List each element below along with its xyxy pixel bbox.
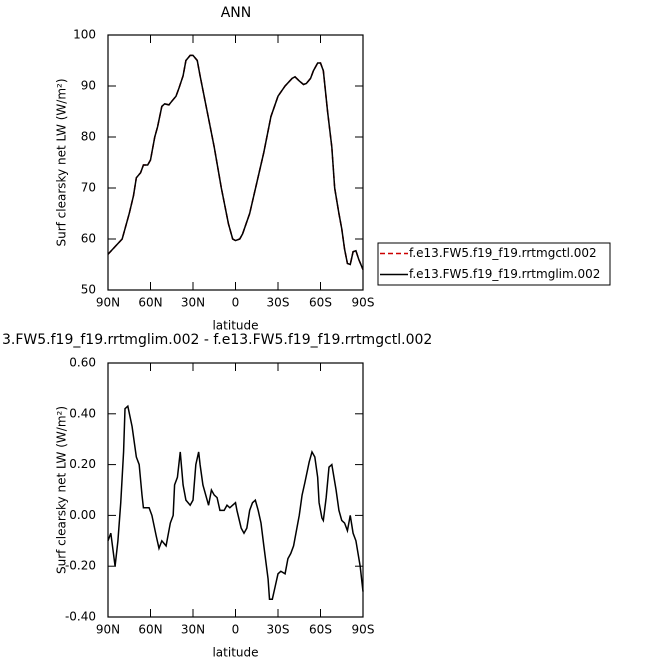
y-tick-label: -0.20: [65, 559, 96, 573]
x-axis-label: latitude: [212, 646, 258, 660]
x-tick-label: 60N: [138, 623, 162, 637]
y-tick-label: 0.20: [69, 457, 96, 471]
y-tick-label: 0.60: [69, 356, 96, 370]
plot-frame: [107, 34, 364, 291]
x-tick-label: 90S: [352, 623, 375, 637]
y-tick-label: 60: [81, 232, 96, 246]
x-tick-label: 60N: [138, 296, 162, 310]
y-tick-label: 100: [73, 28, 96, 42]
x-tick-label: 0: [232, 296, 240, 310]
y-tick-label: 0.00: [69, 508, 96, 522]
y-tick-label: 80: [81, 130, 96, 144]
x-tick-label: 30S: [267, 296, 290, 310]
y-tick-label: -0.40: [65, 610, 96, 624]
x-tick-label: 30N: [181, 296, 205, 310]
x-tick-label: 0: [232, 623, 240, 637]
x-tick-label: 60S: [309, 296, 332, 310]
x-tick-label: 90N: [96, 296, 120, 310]
x-tick-label: 30S: [267, 623, 290, 637]
chart-title: 3.FW5.f19_f19.rrtmglim.002 - f.e13.FW5.f…: [2, 332, 432, 348]
chart-title: ANN: [221, 5, 252, 21]
legend-label: f.e13.FW5.f19_f19.rrtmgctl.002: [409, 246, 597, 260]
legend-box: [377, 242, 611, 286]
legend-label: f.e13.FW5.f19_f19.rrtmglim.002: [409, 267, 600, 281]
x-tick-label: 60S: [309, 623, 332, 637]
y-axis-label: Surf clearsky net LW (W/m²): [55, 78, 69, 246]
y-tick-label: 0.40: [69, 406, 96, 420]
x-axis-label: latitude: [212, 319, 258, 333]
plot-frame: [107, 362, 364, 618]
x-tick-label: 30N: [181, 623, 205, 637]
series-line: [107, 54, 364, 270]
y-axis-label: Surf clearsky net LW (W/m²): [55, 406, 69, 574]
x-tick-label: 90N: [96, 623, 120, 637]
y-tick-label: 90: [81, 79, 96, 93]
x-tick-label: 90S: [352, 296, 375, 310]
y-tick-label: 50: [81, 283, 96, 297]
y-tick-label: 70: [81, 181, 96, 195]
series-line: [107, 404, 364, 600]
